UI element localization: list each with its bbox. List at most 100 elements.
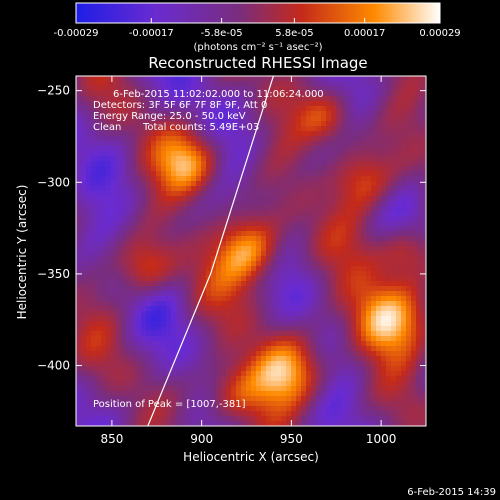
heatmap-cell bbox=[251, 191, 257, 197]
heatmap-cell bbox=[86, 291, 92, 297]
heatmap-cell bbox=[156, 351, 162, 357]
heatmap-cell bbox=[151, 181, 157, 187]
heatmap-cell bbox=[266, 266, 272, 272]
heatmap-cell bbox=[211, 216, 217, 222]
heatmap-cell bbox=[196, 86, 202, 92]
heatmap-cell bbox=[146, 186, 152, 192]
heatmap-cell bbox=[306, 416, 312, 422]
heatmap-cell bbox=[171, 351, 177, 357]
heatmap-cell bbox=[126, 156, 132, 162]
heatmap-cell bbox=[141, 226, 147, 232]
heatmap-cell bbox=[81, 146, 87, 152]
heatmap-cell bbox=[406, 411, 412, 417]
heatmap-cell bbox=[86, 196, 92, 202]
heatmap-cell bbox=[331, 186, 337, 192]
heatmap-cell bbox=[86, 151, 92, 157]
heatmap-cell bbox=[291, 221, 297, 227]
heatmap-cell bbox=[406, 191, 412, 197]
heatmap-cell bbox=[331, 301, 337, 307]
heatmap-cell bbox=[171, 346, 177, 352]
heatmap-cell bbox=[96, 321, 102, 327]
heatmap-cell bbox=[396, 331, 402, 337]
time-range-annotation: 6-Feb-2015 11:02:02.000 to 11:06:24.000 bbox=[113, 89, 324, 100]
heatmap-cell bbox=[251, 301, 257, 307]
heatmap-cell bbox=[76, 181, 82, 187]
heatmap-cell bbox=[206, 326, 212, 332]
heatmap-cell bbox=[191, 356, 197, 362]
heatmap-cell bbox=[231, 166, 237, 172]
heatmap-cell bbox=[141, 346, 147, 352]
heatmap-cell bbox=[106, 296, 112, 302]
heatmap-cell bbox=[231, 126, 237, 132]
heatmap-cell bbox=[121, 286, 127, 292]
heatmap-cell bbox=[156, 106, 162, 112]
heatmap-cell bbox=[111, 386, 117, 392]
heatmap-cell bbox=[81, 266, 87, 272]
heatmap-cell bbox=[311, 191, 317, 197]
heatmap-cell bbox=[191, 251, 197, 257]
heatmap-cell bbox=[221, 136, 227, 142]
heatmap-cell bbox=[286, 266, 292, 272]
heatmap-cell bbox=[356, 131, 362, 137]
heatmap-cell bbox=[286, 396, 292, 402]
heatmap-cell bbox=[326, 381, 332, 387]
heatmap-cell bbox=[166, 341, 172, 347]
heatmap-cell bbox=[346, 176, 352, 182]
heatmap-cell bbox=[131, 271, 137, 277]
heatmap-cell bbox=[411, 341, 417, 347]
heatmap-cell bbox=[351, 106, 357, 112]
heatmap-cell bbox=[276, 236, 282, 242]
heatmap-cell bbox=[356, 296, 362, 302]
heatmap-cell bbox=[121, 256, 127, 262]
heatmap-cell bbox=[316, 276, 322, 282]
heatmap-cell bbox=[296, 271, 302, 277]
heatmap-cell bbox=[326, 176, 332, 182]
heatmap-cell bbox=[156, 196, 162, 202]
heatmap-cell bbox=[96, 131, 102, 137]
heatmap-cell bbox=[251, 196, 257, 202]
heatmap-cell bbox=[376, 131, 382, 137]
heatmap-cell bbox=[151, 111, 157, 117]
heatmap-cell bbox=[396, 341, 402, 347]
heatmap-cell bbox=[266, 151, 272, 157]
heatmap-cell bbox=[416, 366, 422, 372]
heatmap-cell bbox=[341, 296, 347, 302]
heatmap-cell bbox=[206, 401, 212, 407]
heatmap-cell bbox=[306, 391, 312, 397]
heatmap-cell bbox=[276, 111, 282, 117]
heatmap-cell bbox=[146, 386, 152, 392]
heatmap-cell bbox=[366, 411, 372, 417]
heatmap-cell bbox=[86, 411, 92, 417]
heatmap-cell bbox=[171, 376, 177, 382]
heatmap-cell bbox=[261, 396, 267, 402]
heatmap-cell bbox=[286, 151, 292, 157]
heatmap-cell bbox=[236, 271, 242, 277]
heatmap-cell bbox=[316, 261, 322, 267]
heatmap-cell bbox=[181, 251, 187, 257]
heatmap-cell bbox=[171, 186, 177, 192]
heatmap-cell bbox=[331, 146, 337, 152]
heatmap-cell bbox=[251, 201, 257, 207]
heatmap-cell bbox=[176, 406, 182, 412]
heatmap-cell bbox=[256, 256, 262, 262]
heatmap-cell bbox=[301, 366, 307, 372]
heatmap-cell bbox=[86, 176, 92, 182]
heatmap-cell bbox=[376, 336, 382, 342]
heatmap-cell bbox=[266, 361, 272, 367]
heatmap-cell bbox=[401, 351, 407, 357]
heatmap-cell bbox=[151, 176, 157, 182]
heatmap-cell bbox=[406, 116, 412, 122]
heatmap-cell bbox=[321, 116, 327, 122]
heatmap-cell bbox=[326, 331, 332, 337]
heatmap-cell bbox=[421, 241, 426, 247]
heatmap-cell bbox=[231, 281, 237, 287]
heatmap-cell bbox=[416, 301, 422, 307]
heatmap-cell bbox=[381, 181, 387, 187]
heatmap-cell bbox=[241, 146, 247, 152]
heatmap-cell bbox=[321, 406, 327, 412]
heatmap-cell bbox=[236, 346, 242, 352]
heatmap-cell bbox=[296, 416, 302, 422]
heatmap-cell bbox=[396, 356, 402, 362]
heatmap-cell bbox=[91, 91, 97, 97]
heatmap-cell bbox=[81, 201, 87, 207]
